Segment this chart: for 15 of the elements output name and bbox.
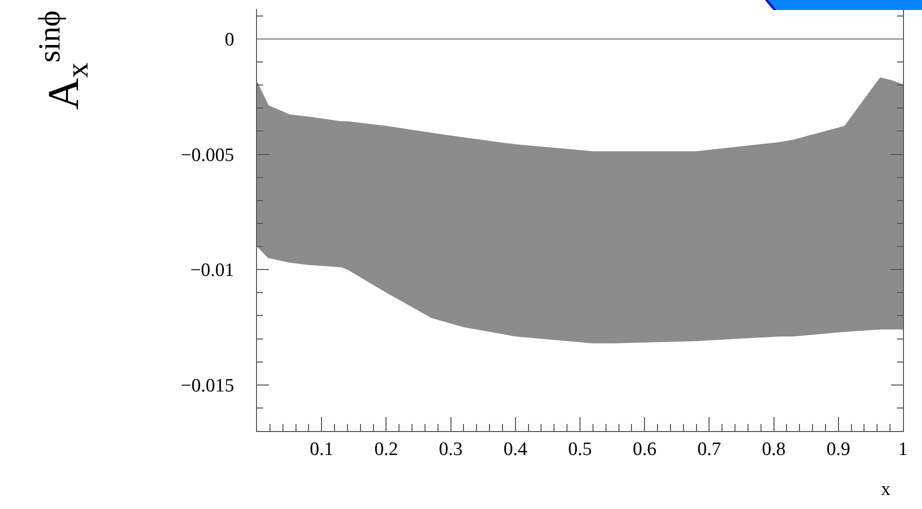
x-tick-label: 1 [898,438,908,460]
y-tick-label: −0.015 [180,376,234,397]
x-tick-label: 0.2 [374,438,398,460]
x-tick-label: 0.3 [438,438,463,460]
x-tick-label: 0.9 [826,438,850,460]
x-tick-label: 0.6 [632,438,656,460]
y-tick-label: −0.005 [180,144,234,166]
y-tick-label: −0.01 [190,260,234,282]
x-tick-label: 0.8 [762,438,786,460]
x-tick-label: 0.4 [504,438,528,460]
y-tick-label: 0 [224,30,234,51]
x-tick-label: 0.7 [697,438,722,460]
x-tick-label: 0.5 [568,438,592,460]
x-axis-title: x [881,479,891,500]
x-tick-label: 0.1 [310,438,334,460]
